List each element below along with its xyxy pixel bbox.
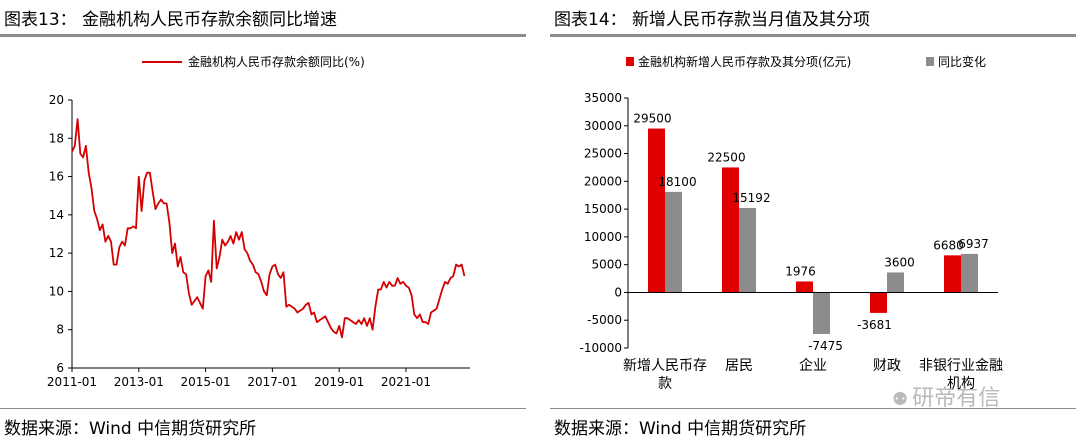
data-label: 29500 <box>633 112 671 126</box>
legend-label: 同比变化 <box>938 54 986 69</box>
bar <box>796 281 813 293</box>
data-label: -7475 <box>808 339 843 353</box>
y-tick-label: 35000 <box>584 91 622 105</box>
y-tick-label: 16 <box>49 170 64 184</box>
panel-title: 图表14： 新增人民币存款当月值及其分项 <box>554 10 871 30</box>
bar <box>722 167 739 293</box>
y-tick-label: 0 <box>614 285 622 299</box>
bar <box>813 292 830 334</box>
y-tick-label: 12 <box>49 246 64 260</box>
data-label: 6680 <box>933 238 964 252</box>
y-tick-label: 20000 <box>584 174 622 188</box>
deposit-growth-line-chart: 6 8 10 12 14 16 18 20 2011-01 2013-01 2015-01 2017-… <box>47 54 470 389</box>
series-line <box>71 118 466 339</box>
footer-divider <box>550 408 1076 409</box>
y-tick-label: 5000 <box>591 258 622 272</box>
data-source: 数据来源：Wind 中信期货研究所 <box>4 419 257 439</box>
legend-label: 金融机构人民币存款余额同比(%) <box>188 54 365 69</box>
y-tick-label: 18 <box>49 131 64 145</box>
legend-swatch <box>926 57 934 66</box>
y-tick-label: 20 <box>49 93 64 107</box>
y-tick-label: -5000 <box>587 313 622 327</box>
data-source: 数据来源：Wind 中信期货研究所 <box>554 419 807 439</box>
y-tick-label: -10000 <box>579 341 622 355</box>
data-label: 18100 <box>658 175 696 189</box>
x-tick-label: 2019-01 <box>314 375 364 389</box>
watermark: ⚉ 研帝有信 <box>892 380 1000 412</box>
x-tick-label: 2021-01 <box>381 375 431 389</box>
bar <box>648 128 665 293</box>
panel-title: 图表13： 金融机构人民币存款余额同比增速 <box>4 10 338 30</box>
legend-label: 金融机构新增人民币存款及其分项(亿元) <box>638 54 851 69</box>
bar <box>665 191 682 293</box>
category-label: 居民 <box>725 358 753 374</box>
y-tick-label: 30000 <box>584 119 622 133</box>
y-tick-label: 10000 <box>584 230 622 244</box>
y-tick-label: 15000 <box>584 202 622 216</box>
category-label: 企业 <box>799 357 827 374</box>
footer-divider <box>0 408 526 409</box>
wechat-icon: ⚉ <box>892 389 909 410</box>
x-tick-label: 2017-01 <box>247 375 297 389</box>
y-tick-label: 14 <box>49 208 64 222</box>
category-label: 新增人民币存款 <box>623 358 707 392</box>
y-tick-label: 6 <box>56 361 64 375</box>
title-divider <box>550 34 1076 37</box>
data-label: 3600 <box>884 255 915 269</box>
bar <box>870 292 887 313</box>
left-panel: 图表13： 金融机构人民币存款余额同比增速 6 8 10 12 14 16 18 20 2011… <box>0 0 530 442</box>
y-tick-label: 8 <box>56 323 64 337</box>
x-tick-label: 2015-01 <box>181 375 231 389</box>
bar <box>739 208 756 293</box>
y-tick-label: 10 <box>49 284 64 298</box>
category-label: 财政 <box>873 358 901 374</box>
data-label: 6937 <box>958 237 989 251</box>
category-label: 非银行业金融机构 <box>919 358 1003 392</box>
bar <box>944 255 961 293</box>
data-label: 1976 <box>785 264 816 278</box>
data-label: 22500 <box>707 150 745 164</box>
x-tick-label: 2011-01 <box>47 375 97 389</box>
data-label: -3681 <box>857 318 892 332</box>
watermark-text: 研帝有信 <box>912 386 1001 411</box>
bar <box>887 272 904 293</box>
legend-swatch <box>626 57 634 66</box>
bar <box>961 253 978 293</box>
right-panel: 图表14： 新增人民币存款当月值及其分项 -10000 -5000 0 5000 100… <box>550 0 1080 442</box>
new-deposit-bar-chart: -10000 -5000 0 5000 10000 15000 20000 25000 3000… <box>579 54 1003 392</box>
title-divider <box>0 34 526 37</box>
x-tick-label: 2013-01 <box>114 375 164 389</box>
data-label: 15192 <box>732 191 770 205</box>
y-tick-label: 25000 <box>584 147 622 161</box>
